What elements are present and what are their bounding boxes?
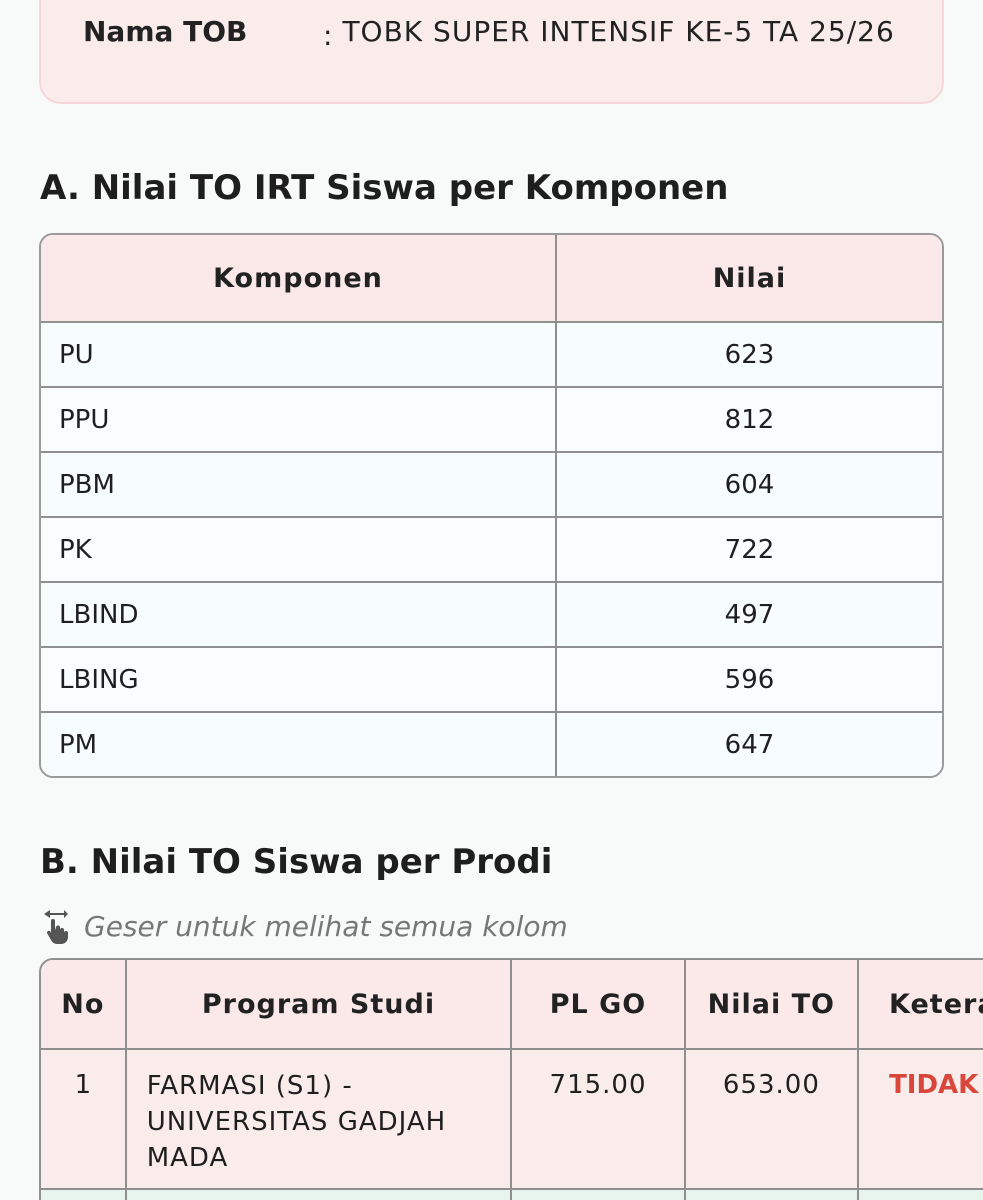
- header-komponen: Komponen: [41, 235, 557, 321]
- nilai-to-cell: 653.00: [686, 1050, 860, 1188]
- table-row: LBING 596: [41, 648, 942, 713]
- header-program-studi: Program Studi: [127, 960, 513, 1048]
- swipe-hand-icon: [44, 910, 68, 944]
- prodi-score-table: No Program Studi PL GO Nilai TO Keterang…: [39, 958, 983, 1200]
- keterangan-cell: [859, 1190, 983, 1200]
- section-b-title: B. Nilai TO Siswa per Prodi: [40, 842, 553, 882]
- component-cell: LBIND: [41, 583, 557, 646]
- pl-go-cell: [512, 1190, 686, 1200]
- score-cell: 647: [724, 729, 775, 760]
- table-row: LBIND 497: [41, 583, 942, 648]
- score-cell: 812: [724, 404, 775, 435]
- table-row: PU 623: [41, 323, 942, 388]
- component-cell: PBM: [41, 453, 557, 516]
- table-header: Komponen Nilai: [41, 235, 942, 323]
- score-cell: 497: [724, 599, 775, 630]
- keterangan-cell: TIDAK LULUS: [889, 1070, 983, 1100]
- table-body: PU 623 PPU 812 PBM 604 PK 722 LBIND 497 …: [41, 323, 942, 776]
- scroll-hint-text: Geser untuk melihat semua kolom: [84, 909, 568, 943]
- component-score-table: Komponen Nilai PU 623 PPU 812 PBM 604 PK…: [39, 233, 944, 778]
- score-cell: 722: [724, 534, 775, 565]
- nilai-to-cell: [686, 1190, 860, 1200]
- program-studi-cell: [127, 1190, 513, 1200]
- score-cell: 604: [724, 469, 775, 500]
- score-cell: 623: [724, 339, 775, 370]
- header-nilai: Nilai: [712, 262, 787, 294]
- tob-name-label: Nama TOB: [83, 15, 248, 48]
- score-cell: 596: [724, 664, 775, 695]
- prodi-table-scroll-container[interactable]: No Program Studi PL GO Nilai TO Keterang…: [39, 958, 983, 1200]
- header-pl-go: PL GO: [512, 960, 686, 1048]
- scroll-hint: Geser untuk melihat semua kolom: [40, 908, 568, 944]
- tob-name-colon: :: [323, 19, 333, 52]
- row-number-cell: [41, 1190, 127, 1200]
- table-row: PPU 812: [41, 388, 942, 453]
- row-number-cell: 1: [41, 1050, 127, 1188]
- pl-go-cell: 715.00: [512, 1050, 686, 1188]
- table-row: PM 647: [41, 713, 942, 776]
- table-row: 1 FARMASI (S1) - UNIVERSITAS GADJAH MADA…: [41, 1050, 983, 1190]
- table-header: No Program Studi PL GO Nilai TO Keterang…: [41, 960, 983, 1050]
- tob-name-value: TOBK SUPER INTENSIF KE-5 TA 25/26: [342, 15, 895, 48]
- header-nilai-to: Nilai TO: [686, 960, 860, 1048]
- component-cell: PM: [41, 713, 557, 776]
- tob-name-row: Nama TOB : TOBK SUPER INTENSIF KE-5 TA 2…: [83, 15, 895, 52]
- table-row: PBM 604: [41, 453, 942, 518]
- header-keterangan: Keterangan: [889, 988, 983, 1020]
- header-no: No: [41, 960, 127, 1048]
- component-cell: PK: [41, 518, 557, 581]
- tob-info-card: Nama TOB : TOBK SUPER INTENSIF KE-5 TA 2…: [39, 0, 944, 104]
- section-a-title: A. Nilai TO IRT Siswa per Komponen: [40, 168, 729, 208]
- component-cell: PU: [41, 323, 557, 386]
- component-cell: PPU: [41, 388, 557, 451]
- program-studi-cell: FARMASI (S1) - UNIVERSITAS GADJAH MADA: [127, 1050, 513, 1188]
- component-cell: LBING: [41, 648, 557, 711]
- table-row: PK 722: [41, 518, 942, 583]
- table-row-partial: [41, 1190, 983, 1200]
